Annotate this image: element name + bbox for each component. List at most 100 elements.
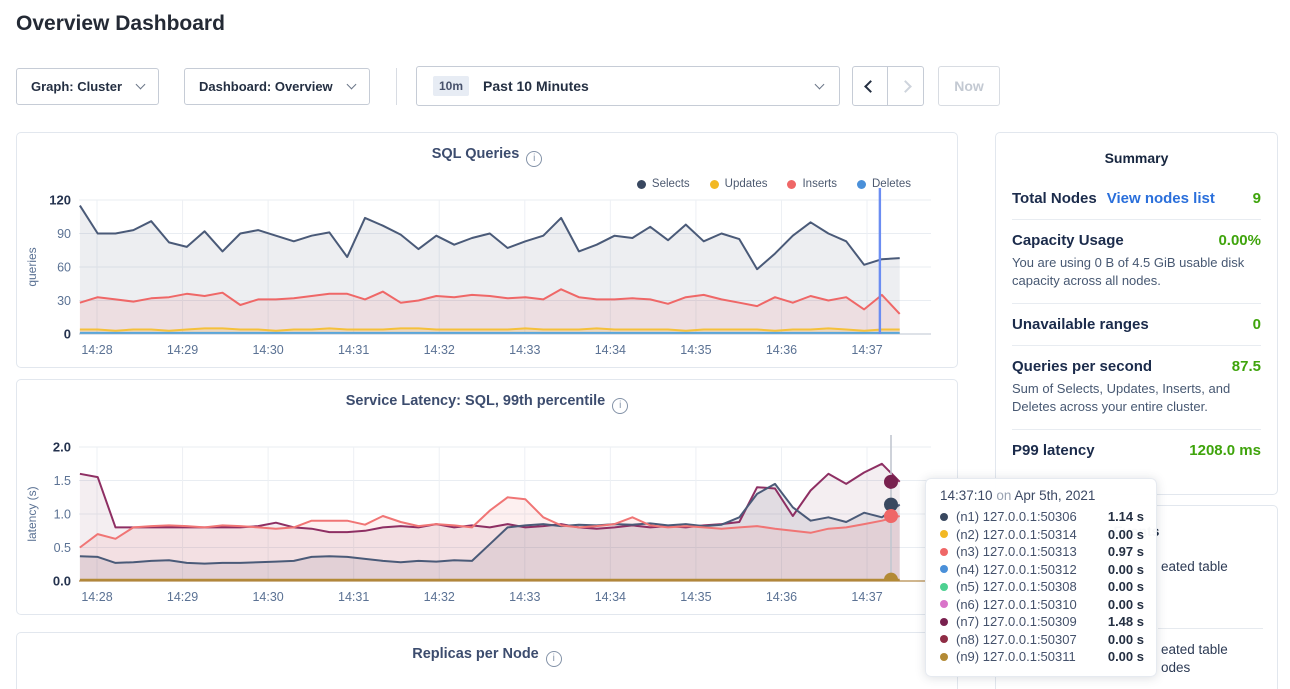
service-latency-plot[interactable]: 0.0 0.5 1.0 1.5 2.0 14:28 14:29 14:30 14:31 14:32… [17,380,959,612]
svg-text:14:31: 14:31 [338,343,369,357]
chart-title: Replicas per Node i [17,646,957,667]
svg-text:0: 0 [64,327,71,342]
summary-row-capacity-usage: Capacity Usage 0.00% You are using 0 B of … [1012,219,1261,303]
hover-dot [883,572,898,581]
tooltip-row: (n4) 127.0.0.1:50312 0.00 s [940,561,1144,579]
legend-dot [636,179,646,189]
summary-row-queries-per-second: Queries per second 87.5 Sum of Selects, Up… [1012,344,1261,429]
summary-label: Total Nodes [1012,190,1097,207]
svg-text:latency (s): latency (s) [25,486,39,541]
chart-title: Service Latency: SQL, 99th percentile i [17,393,957,414]
node-address: (n6) 127.0.0.1:50310 [956,596,1077,612]
node-color-dot [940,582,948,591]
summary-title: Summary [1104,150,1169,166]
svg-text:14:35: 14:35 [680,343,711,357]
summary-row-unavailable-ranges: Unavailable ranges 0 [1012,302,1261,345]
series-line-n3-127-0-0-1-50313 [79,496,900,549]
graph-dropdown[interactable]: Graph: Cluster [16,68,159,105]
time-range-badge: 10m [433,76,470,96]
chart-hover-tooltip: 14:37:10 on Apr 5th, 2021 (n1) 127.0.0.1… [925,478,1157,677]
svg-text:14:33: 14:33 [509,343,540,357]
tooltip-row: (n7) 127.0.0.1:50309 1.48 s [940,613,1144,631]
svg-text:queries: queries [25,247,39,286]
chart-title: SQL Queries i [17,146,957,167]
legend-item-updates: Updates [709,178,768,190]
summary-label: Unavailable ranges [1012,315,1149,333]
summary-label: Capacity Usage [1012,232,1124,249]
legend-label: Deletes [872,178,911,190]
time-prev-button[interactable] [852,66,888,106]
series-line-n1-127-0-0-1-50306 [79,482,901,565]
hover-dot [883,509,898,524]
node-color-dot [940,530,948,539]
legend-label: Selects [651,178,690,190]
event-item-fragment: eated table [1161,559,1228,574]
svg-text:14:33: 14:33 [509,590,540,604]
summary-value: 87.5 [1231,357,1261,375]
node-color-dot [940,600,948,609]
series-fill-inserts [79,289,900,334]
node-color-dot [940,547,948,556]
summary-value: 9 [1252,190,1261,207]
legend-label: Inserts [802,178,837,190]
info-icon[interactable]: i [612,398,629,414]
svg-text:14:30: 14:30 [252,343,283,357]
info-icon[interactable]: i [526,151,543,167]
node-latency-value: 1.48 s [1107,614,1144,629]
dashboard-dropdown[interactable]: Dashboard: Overview [184,68,370,105]
node-latency-value: 0.00 s [1107,526,1144,542]
summary-description: Sum of Selects, Updates, Inserts, and De… [1012,380,1231,415]
chevron-down-icon [135,79,146,90]
time-next-button[interactable] [888,66,924,106]
legend-item-inserts: Inserts [787,178,837,190]
summary-value: 0.00% [1218,232,1261,249]
chart-title-text: SQL Queries [431,146,520,162]
now-button[interactable]: Now [938,66,1000,106]
node-address: (n1) 127.0.0.1:50306 [956,509,1077,524]
tooltip-row: (n2) 127.0.0.1:50314 0.00 s [940,526,1144,544]
legend-dot [709,179,719,189]
tooltip-rows: (n1) 127.0.0.1:50306 1.14 s (n2) 127.0.0.1… [940,508,1144,666]
node-latency-value: 0.00 s [1107,596,1144,612]
summary-rows: Total Nodes View nodes list 9 Capacity Usag… [1012,178,1261,471]
node-address: (n3) 127.0.0.1:50313 [956,544,1077,559]
sql-queries-chart-card: SQL Queries i Selects Updates Inserts Delete… [16,132,958,368]
view-nodes-list-link[interactable]: View nodes list [1106,190,1215,207]
tooltip-date: Apr 5th, 2021 [1014,488,1096,503]
node-address: (n5) 127.0.0.1:50308 [956,579,1077,594]
node-address: (n8) 127.0.0.1:50307 [956,631,1077,647]
time-range-label: Past 10 Minutes [483,78,589,94]
svg-text:14:28: 14:28 [81,590,112,604]
node-latency-value: 0.00 s [1107,631,1144,647]
time-step-buttons [852,66,924,106]
tooltip-row: (n3) 127.0.0.1:50313 0.97 s [940,543,1144,561]
series-line-inserts [79,288,901,315]
node-address: (n4) 127.0.0.1:50312 [956,561,1077,577]
node-latency-value: 1.14 s [1107,509,1144,524]
summary-row-total-nodes: Total Nodes View nodes list 9 [1012,178,1261,219]
tooltip-row: (n8) 127.0.0.1:50307 0.00 s [940,631,1144,649]
page-title: Overview Dashboard [16,12,225,35]
svg-text:14:36: 14:36 [766,343,797,357]
legend-dot [787,179,797,189]
svg-text:14:32: 14:32 [424,590,455,604]
series-line-updates [79,327,900,332]
info-icon[interactable]: i [545,651,562,667]
legend-dot [857,179,866,189]
legend-item-selects: Selects [636,178,690,190]
chevron-down-icon [346,79,357,90]
svg-text:30: 30 [57,294,71,308]
svg-text:60: 60 [57,261,71,275]
svg-text:14:31: 14:31 [338,590,369,604]
events-divider [1158,628,1263,629]
tooltip-time: 14:37:10 [940,488,993,503]
node-latency-value: 0.00 s [1107,561,1144,577]
replicas-per-node-chart-card: Replicas per Node i [16,632,958,689]
legend-label: Updates [724,178,768,190]
svg-text:14:29: 14:29 [167,590,198,604]
summary-label: P99 latency [1012,441,1095,459]
node-color-dot [940,635,948,644]
time-range-picker[interactable]: 10m Past 10 Minutes [416,66,840,106]
sql-queries-plot[interactable]: 0 30 60 90 120 14:28 14:29 14:30 14:31 14:32 14:33… [17,133,959,365]
